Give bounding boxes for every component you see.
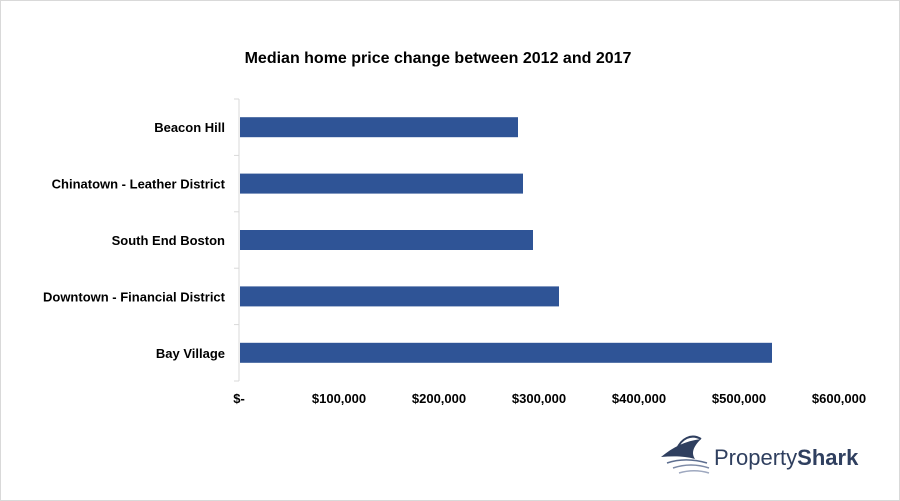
bar-south-end-boston — [240, 230, 533, 250]
x-tick-label: $100,000 — [312, 391, 366, 406]
category-label: Downtown - Financial District — [43, 289, 226, 304]
bar-chinatown-leather-district — [240, 173, 523, 194]
category-label: Chinatown - Leather District — [52, 177, 226, 192]
bar-downtown-financial-district — [240, 286, 559, 307]
bar-bay-village — [240, 342, 772, 363]
x-tick-label: $400,000 — [612, 391, 666, 406]
x-tick-label: $200,000 — [412, 391, 466, 406]
chart-title: Median home price change between 2012 an… — [245, 50, 632, 67]
x-tick-label: $300,000 — [512, 391, 566, 406]
propertyshark-logo: PropertyShark — [661, 435, 859, 474]
x-tick-label: $500,000 — [712, 391, 766, 406]
logo-text: PropertyShark — [714, 445, 859, 470]
bar-beacon-hill — [240, 117, 518, 138]
shark-fin-logo-icon — [661, 435, 710, 474]
category-label: Beacon Hill — [154, 120, 225, 135]
category-label: Bay Village — [156, 346, 225, 361]
x-tick-label: $600,000 — [812, 391, 866, 406]
x-tick-label: $- — [233, 391, 245, 406]
category-label: South End Boston — [112, 233, 225, 248]
plot-area: Beacon Hill Chinatown - Leather District S… — [43, 98, 866, 406]
